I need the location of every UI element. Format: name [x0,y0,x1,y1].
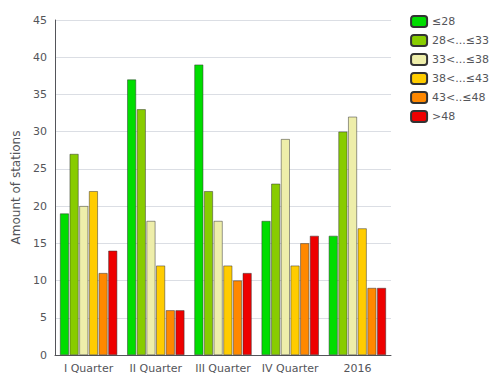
svg-text:40: 40 [33,51,47,64]
svg-text:2016: 2016 [343,362,371,375]
svg-text:IV Quarter: IV Quarter [262,362,319,375]
svg-text:III Quarter: III Quarter [195,362,251,375]
svg-text:>48: >48 [432,110,455,123]
svg-text:20: 20 [33,200,47,213]
svg-text:≤28: ≤28 [432,15,455,28]
svg-text:15: 15 [33,237,47,250]
svg-text:35: 35 [33,88,47,101]
svg-text:38<...≤43: 38<...≤43 [432,72,489,85]
svg-text:5: 5 [40,311,47,324]
svg-text:30: 30 [33,125,47,138]
svg-text:45: 45 [33,14,47,27]
svg-text:I Quarter: I Quarter [64,362,114,375]
svg-text:0: 0 [40,349,47,362]
svg-text:33<...≤38: 33<...≤38 [432,53,489,66]
svg-text:10: 10 [33,274,47,287]
svg-text:II Quarter: II Quarter [130,362,183,375]
svg-text:25: 25 [33,162,47,175]
svg-text:Amount of stations: Amount of stations [9,131,23,245]
svg-text:43<..≤48: 43<..≤48 [432,91,485,104]
svg-text:28<...≤33: 28<...≤33 [432,34,489,47]
